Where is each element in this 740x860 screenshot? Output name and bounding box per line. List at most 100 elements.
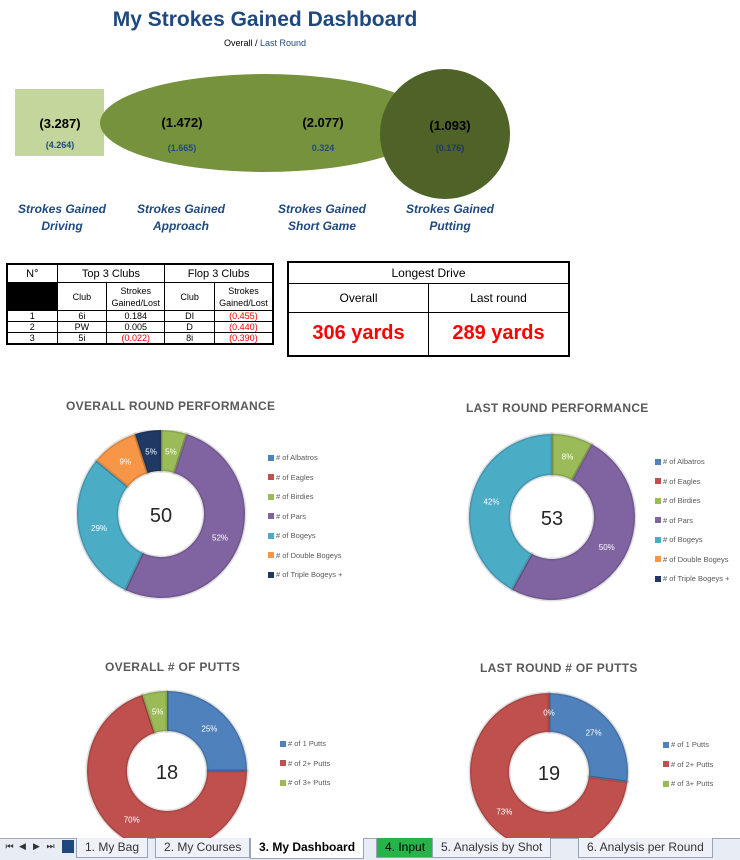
legend-label: # of Birdies bbox=[276, 492, 314, 502]
legend-item: # of Double Bogeys bbox=[655, 550, 730, 570]
last-round-legend: # of Albatros # of Eagles # of Birdies # of… bbox=[655, 452, 730, 589]
legend-item: # of Birdies bbox=[268, 487, 343, 507]
longest-drive-last-label: Last round bbox=[428, 282, 570, 313]
row-number: 1 bbox=[6, 310, 58, 322]
label-sg-putting: Strokes Gained Putting bbox=[395, 201, 505, 235]
data-label-of-birdies: 5% bbox=[165, 447, 177, 456]
header-line: Strokes bbox=[120, 285, 152, 296]
tab-my-dashboard[interactable]: 3. My Dashboard bbox=[250, 838, 365, 859]
last-putts-donut-chart: 27% 73% 0% 19 bbox=[468, 691, 630, 840]
overall-round-legend: # of Albatros # of Eagles # of Birdies # of… bbox=[268, 448, 343, 585]
legend-item: # of Pars bbox=[655, 511, 730, 531]
label-line: Driving bbox=[41, 219, 83, 233]
legend-label: # of Pars bbox=[663, 515, 694, 525]
label-line: Putting bbox=[429, 219, 471, 233]
legend-label: # of 2+ Putts bbox=[288, 758, 331, 768]
legend-label: # of 1 Putts bbox=[671, 740, 709, 750]
next-sheet-icon[interactable]: ▶ bbox=[33, 841, 40, 851]
slice-of-bogeys bbox=[467, 432, 554, 592]
slice-of-2-putts bbox=[468, 691, 630, 840]
legend-swatch bbox=[655, 478, 661, 485]
slice-of-pars bbox=[123, 432, 247, 600]
legend-swatch bbox=[280, 740, 286, 747]
legend-swatch bbox=[655, 575, 661, 582]
data-label-of-1-putts: 27% bbox=[586, 729, 602, 738]
longest-drive-last-value: 289 yards bbox=[428, 311, 570, 357]
flop-club: D bbox=[164, 321, 215, 333]
prev-sheet-icon[interactable]: ◀ bbox=[19, 841, 26, 851]
last-putts-legend: # of 1 Putts # of 2+ Putts # of 3+ Putts bbox=[663, 735, 713, 794]
tab-analysis-by-shot[interactable]: 5. Analysis by Shot bbox=[432, 838, 552, 858]
flop-sg: (0.455) bbox=[213, 310, 274, 322]
top-club: PW bbox=[56, 321, 108, 333]
legend-label: # of Double Bogeys bbox=[276, 550, 342, 560]
slice-of-3-putts bbox=[140, 690, 169, 735]
data-label-of-bogeys: 29% bbox=[91, 524, 107, 533]
longest-drive-title: Longest Drive bbox=[287, 261, 570, 284]
header-line: Gained/Lost bbox=[111, 297, 161, 308]
slice-of-2-putts bbox=[85, 693, 249, 840]
center-total-label: 50 bbox=[150, 505, 172, 527]
label-sg-driving: Strokes Gained Driving bbox=[7, 201, 117, 235]
data-label-of-2-putts: 73% bbox=[496, 807, 512, 816]
top-sg: 0.005 bbox=[106, 321, 166, 333]
sheet-color-tab-icon bbox=[62, 840, 74, 853]
subtitle-last-round: Last Round bbox=[259, 38, 307, 48]
slice-of-pars bbox=[509, 442, 637, 602]
first-sheet-icon[interactable]: ⏮ bbox=[5, 841, 14, 851]
legend-swatch bbox=[268, 513, 274, 520]
flop-club-header: Club bbox=[164, 282, 215, 311]
legend-label: # of Bogeys bbox=[663, 535, 703, 545]
row-number: 3 bbox=[6, 332, 58, 345]
subtitle-overall: Overall bbox=[223, 38, 253, 48]
legend-swatch bbox=[268, 532, 274, 539]
overall-putts-donut-chart: 25% 70% 5% 18 bbox=[85, 690, 249, 840]
legend-item: # of 1 Putts bbox=[280, 734, 330, 754]
slice-of-birdies bbox=[550, 432, 595, 483]
putting-circle bbox=[380, 69, 510, 199]
legend-item: # of 2+ Putts bbox=[280, 754, 330, 774]
sg-short-game-overall: (2.077) bbox=[302, 115, 344, 130]
approach-short-game-ellipse bbox=[100, 74, 430, 172]
legend-label: # of Triple Bogeys + bbox=[663, 574, 730, 584]
legend-swatch bbox=[663, 761, 669, 768]
legend-swatch bbox=[280, 779, 286, 786]
slice-of-1-putts bbox=[547, 691, 630, 784]
tab-input[interactable]: 4. Input bbox=[376, 838, 435, 858]
legend-item: # of Eagles bbox=[268, 468, 343, 488]
tab-my-courses[interactable]: 2. My Courses bbox=[155, 838, 251, 858]
driving-shape bbox=[15, 89, 104, 156]
subtitle-separator: / bbox=[252, 38, 260, 48]
legend-item: # of Albatros bbox=[655, 452, 730, 472]
legend-label: # of Triple Bogeys + bbox=[276, 570, 343, 580]
row-number: 2 bbox=[6, 321, 58, 333]
dashboard-title: My Strokes Gained Dashboard bbox=[112, 8, 418, 31]
legend-label: # of Pars bbox=[276, 511, 307, 521]
table-row: 1 6i 0.184 DI (0.455) bbox=[6, 310, 274, 322]
legend-item: # of Triple Bogeys + bbox=[268, 565, 343, 585]
legend-swatch bbox=[663, 780, 669, 787]
top-sg: 0.184 bbox=[106, 310, 166, 322]
legend-swatch bbox=[655, 497, 661, 504]
tab-my-bag[interactable]: 1. My Bag bbox=[76, 838, 149, 858]
table-row: 2 PW 0.005 D (0.440) bbox=[6, 321, 274, 333]
longest-drive-table: Longest Drive Overall Last round 306 yar… bbox=[287, 261, 570, 357]
legend-item: # of Triple Bogeys + bbox=[655, 569, 730, 589]
col-number-header: N° bbox=[6, 263, 58, 283]
tab-analysis-per-round[interactable]: 6. Analysis per Round bbox=[578, 838, 713, 858]
legend-item: # of Double Bogeys bbox=[268, 546, 343, 566]
data-label-of-bogeys: 42% bbox=[483, 497, 499, 506]
center-total-label: 18 bbox=[156, 762, 178, 784]
legend-label: # of Double Bogeys bbox=[663, 554, 729, 564]
legend-item: # of Eagles bbox=[655, 472, 730, 492]
last-sheet-icon[interactable]: ⏭ bbox=[46, 841, 55, 851]
legend-swatch bbox=[268, 552, 274, 559]
label-sg-short-game: Strokes Gained Short Game bbox=[267, 201, 377, 235]
flop-club: 8i bbox=[164, 332, 215, 345]
top-flop-clubs-table: N° Top 3 Clubs Flop 3 Clubs Club Strokes… bbox=[6, 263, 274, 345]
header-line: Gained/Lost bbox=[219, 297, 268, 308]
data-label-of-2-putts: 70% bbox=[124, 816, 140, 825]
top-sg: (0.022) bbox=[106, 332, 166, 345]
label-line: Short Game bbox=[287, 219, 356, 233]
label-line: Strokes Gained bbox=[136, 202, 226, 216]
